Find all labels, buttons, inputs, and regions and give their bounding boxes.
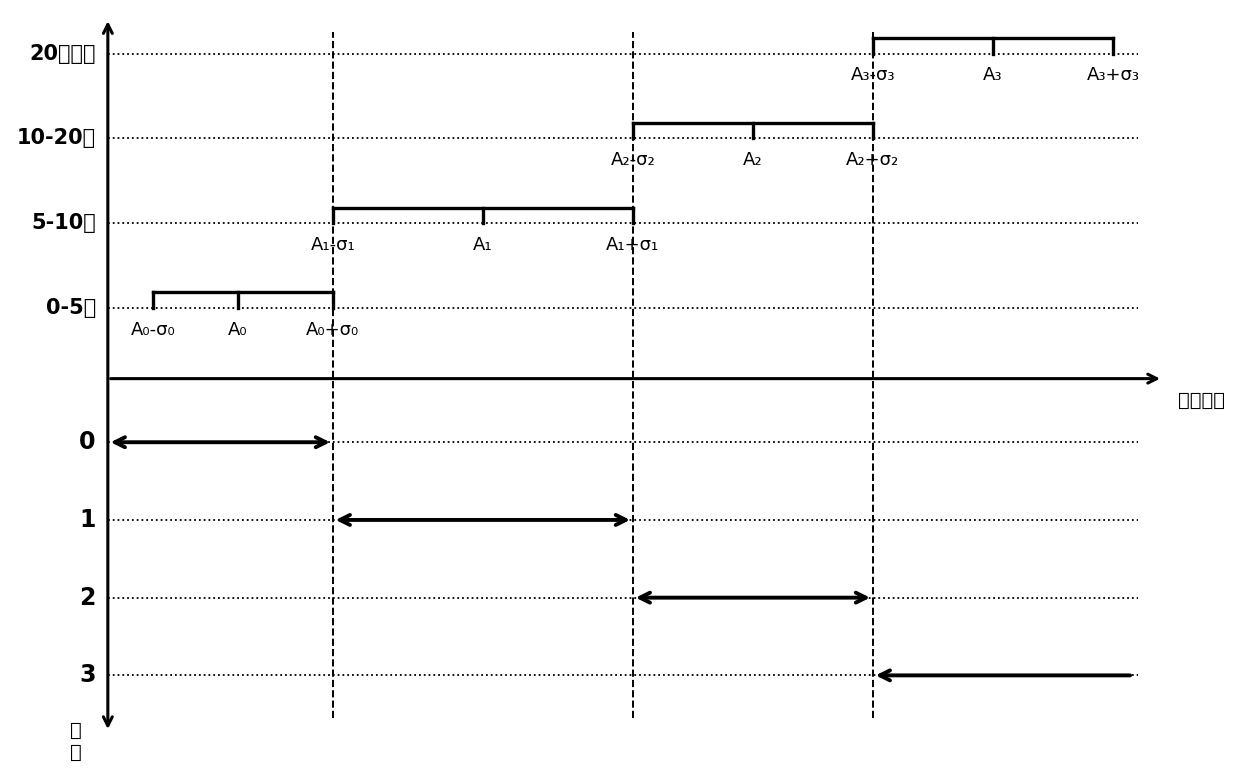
- Text: 试验数据: 试验数据: [1178, 391, 1225, 410]
- Text: 0-5年: 0-5年: [46, 298, 95, 318]
- Text: A₁: A₁: [472, 236, 492, 254]
- Text: 1: 1: [79, 508, 95, 532]
- Text: A₂-σ₂: A₂-σ₂: [610, 152, 655, 169]
- Text: 0: 0: [79, 431, 95, 455]
- Text: A₃-σ₃: A₃-σ₃: [851, 66, 895, 84]
- Text: A₁-σ₁: A₁-σ₁: [310, 236, 355, 254]
- Text: A₂: A₂: [743, 152, 763, 169]
- Text: A₃+σ₃: A₃+σ₃: [1086, 66, 1140, 84]
- Text: 3: 3: [79, 663, 95, 687]
- Text: 10-20年: 10-20年: [16, 128, 95, 148]
- Text: A₀+σ₀: A₀+σ₀: [306, 321, 360, 339]
- Text: 2: 2: [79, 586, 95, 610]
- Text: 20年以上: 20年以上: [30, 43, 95, 63]
- Text: A₃: A₃: [983, 66, 1003, 84]
- Text: A₀-σ₀: A₀-σ₀: [130, 321, 175, 339]
- Text: 5-10年: 5-10年: [31, 213, 95, 233]
- Text: A₁+σ₁: A₁+σ₁: [606, 236, 660, 254]
- Text: A₂+σ₂: A₂+σ₂: [846, 152, 899, 169]
- Text: 评
分: 评 分: [69, 721, 82, 762]
- Text: A₀: A₀: [228, 321, 248, 339]
